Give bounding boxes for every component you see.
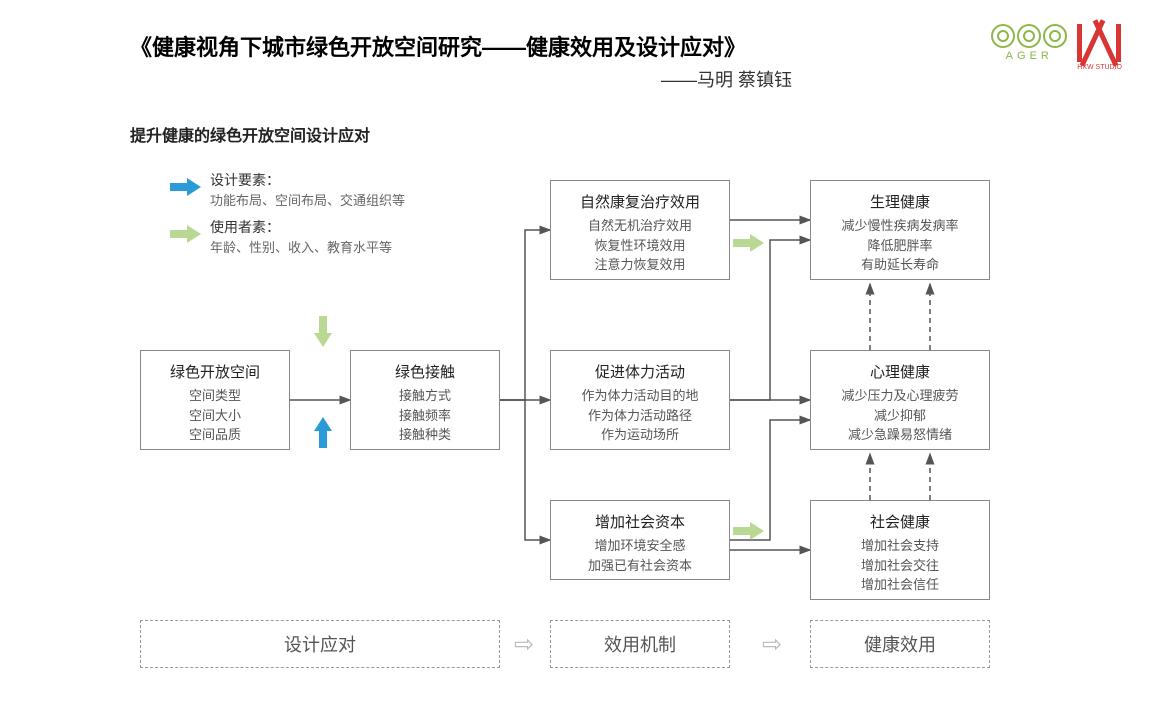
subtitle: 提升健康的绿色开放空间设计应对 — [130, 122, 1152, 146]
node-title: 生理健康 — [817, 191, 983, 212]
node-line: 增加环境安全感 — [557, 536, 723, 556]
node-line: 作为体力活动目的地 — [557, 386, 723, 406]
node-line: 作为体力活动路径 — [557, 406, 723, 426]
node-line: 接触频率 — [357, 406, 493, 426]
green-down-arrow-icon — [314, 316, 332, 348]
legend-desc-1: 功能布局、空间布局、交通组织等 — [210, 190, 405, 209]
node-n4: 促进体力活动作为体力活动目的地作为体力活动路径作为运动场所 — [550, 350, 730, 450]
node-line: 自然无机治疗效用 — [557, 216, 723, 236]
node-n5: 增加社会资本增加环境安全感加强已有社会资本 — [550, 500, 730, 580]
node-line: 减少压力及心理疲劳 — [817, 386, 983, 406]
node-line: 增加社会信任 — [817, 575, 983, 595]
node-line: 增加社会交往 — [817, 556, 983, 576]
legend-title-2: 使用者素： — [210, 217, 392, 237]
node-n3: 自然康复治疗效用自然无机治疗效用恢复性环境效用注意力恢复效用 — [550, 180, 730, 280]
node-title: 增加社会资本 — [557, 511, 723, 532]
legend: 设计要素： 功能布局、空间布局、交通组织等 使用者素： 年龄、性别、收入、教育水… — [170, 170, 405, 264]
node-line: 加强已有社会资本 — [557, 556, 723, 576]
node-n6: 生理健康减少慢性疾病发病率降低肥胖率有助延长寿命 — [810, 180, 990, 280]
outline-arrow-icon: ⇨ — [762, 630, 782, 659]
page-title: 《健康视角下城市绿色开放空间研究——健康效用及设计应对》 — [130, 30, 1112, 62]
node-line: 空间品质 — [147, 425, 283, 445]
node-line: 恢复性环境效用 — [557, 236, 723, 256]
green-right-arrow-icon — [733, 234, 765, 252]
green-arrow-icon — [170, 225, 202, 243]
author: ——马明 蔡镇钰 — [130, 66, 1112, 92]
node-n7: 心理健康减少压力及心理疲劳减少抑郁减少急躁易怒情绪 — [810, 350, 990, 450]
node-title: 自然康复治疗效用 — [557, 191, 723, 212]
node-line: 接触种类 — [357, 425, 493, 445]
node-title: 社会健康 — [817, 511, 983, 532]
node-line: 减少慢性疾病发病率 — [817, 216, 983, 236]
node-line: 减少急躁易怒情绪 — [817, 425, 983, 445]
outline-arrow-icon: ⇨ — [514, 630, 534, 659]
node-title: 绿色接触 — [357, 361, 493, 382]
node-line: 接触方式 — [357, 386, 493, 406]
category-c2: 效用机制 — [550, 620, 730, 668]
category-c3: 健康效用 — [810, 620, 990, 668]
node-title: 促进体力活动 — [557, 361, 723, 382]
node-n8: 社会健康增加社会支持增加社会交往增加社会信任 — [810, 500, 990, 600]
node-line: 有助延长寿命 — [817, 255, 983, 275]
node-line: 作为运动场所 — [557, 425, 723, 445]
node-line: 降低肥胖率 — [817, 236, 983, 256]
node-line: 空间类型 — [147, 386, 283, 406]
node-title: 心理健康 — [817, 361, 983, 382]
node-line: 增加社会支持 — [817, 536, 983, 556]
blue-up-arrow-icon — [314, 416, 332, 448]
blue-arrow-icon — [170, 178, 202, 196]
node-title: 绿色开放空间 — [147, 361, 283, 382]
legend-desc-2: 年龄、性别、收入、教育水平等 — [210, 237, 392, 256]
node-n1: 绿色开放空间空间类型空间大小空间品质 — [140, 350, 290, 450]
green-right-arrow-icon — [733, 522, 765, 540]
flowchart: 设计要素： 功能布局、空间布局、交通组织等 使用者素： 年龄、性别、收入、教育水… — [130, 160, 1040, 680]
node-n2: 绿色接触接触方式接触频率接触种类 — [350, 350, 500, 450]
hxw-logo: HXW STUDIO — [1077, 24, 1122, 71]
legend-title-1: 设计要素： — [210, 170, 405, 190]
ager-logo: AGER — [991, 24, 1067, 62]
header: 《健康视角下城市绿色开放空间研究——健康效用及设计应对》 ——马明 蔡镇钰 AG… — [0, 0, 1152, 102]
category-c1: 设计应对 — [140, 620, 500, 668]
node-line: 减少抑郁 — [817, 406, 983, 426]
node-line: 空间大小 — [147, 406, 283, 426]
logos: AGER HXW STUDIO — [991, 24, 1122, 71]
node-line: 注意力恢复效用 — [557, 255, 723, 275]
